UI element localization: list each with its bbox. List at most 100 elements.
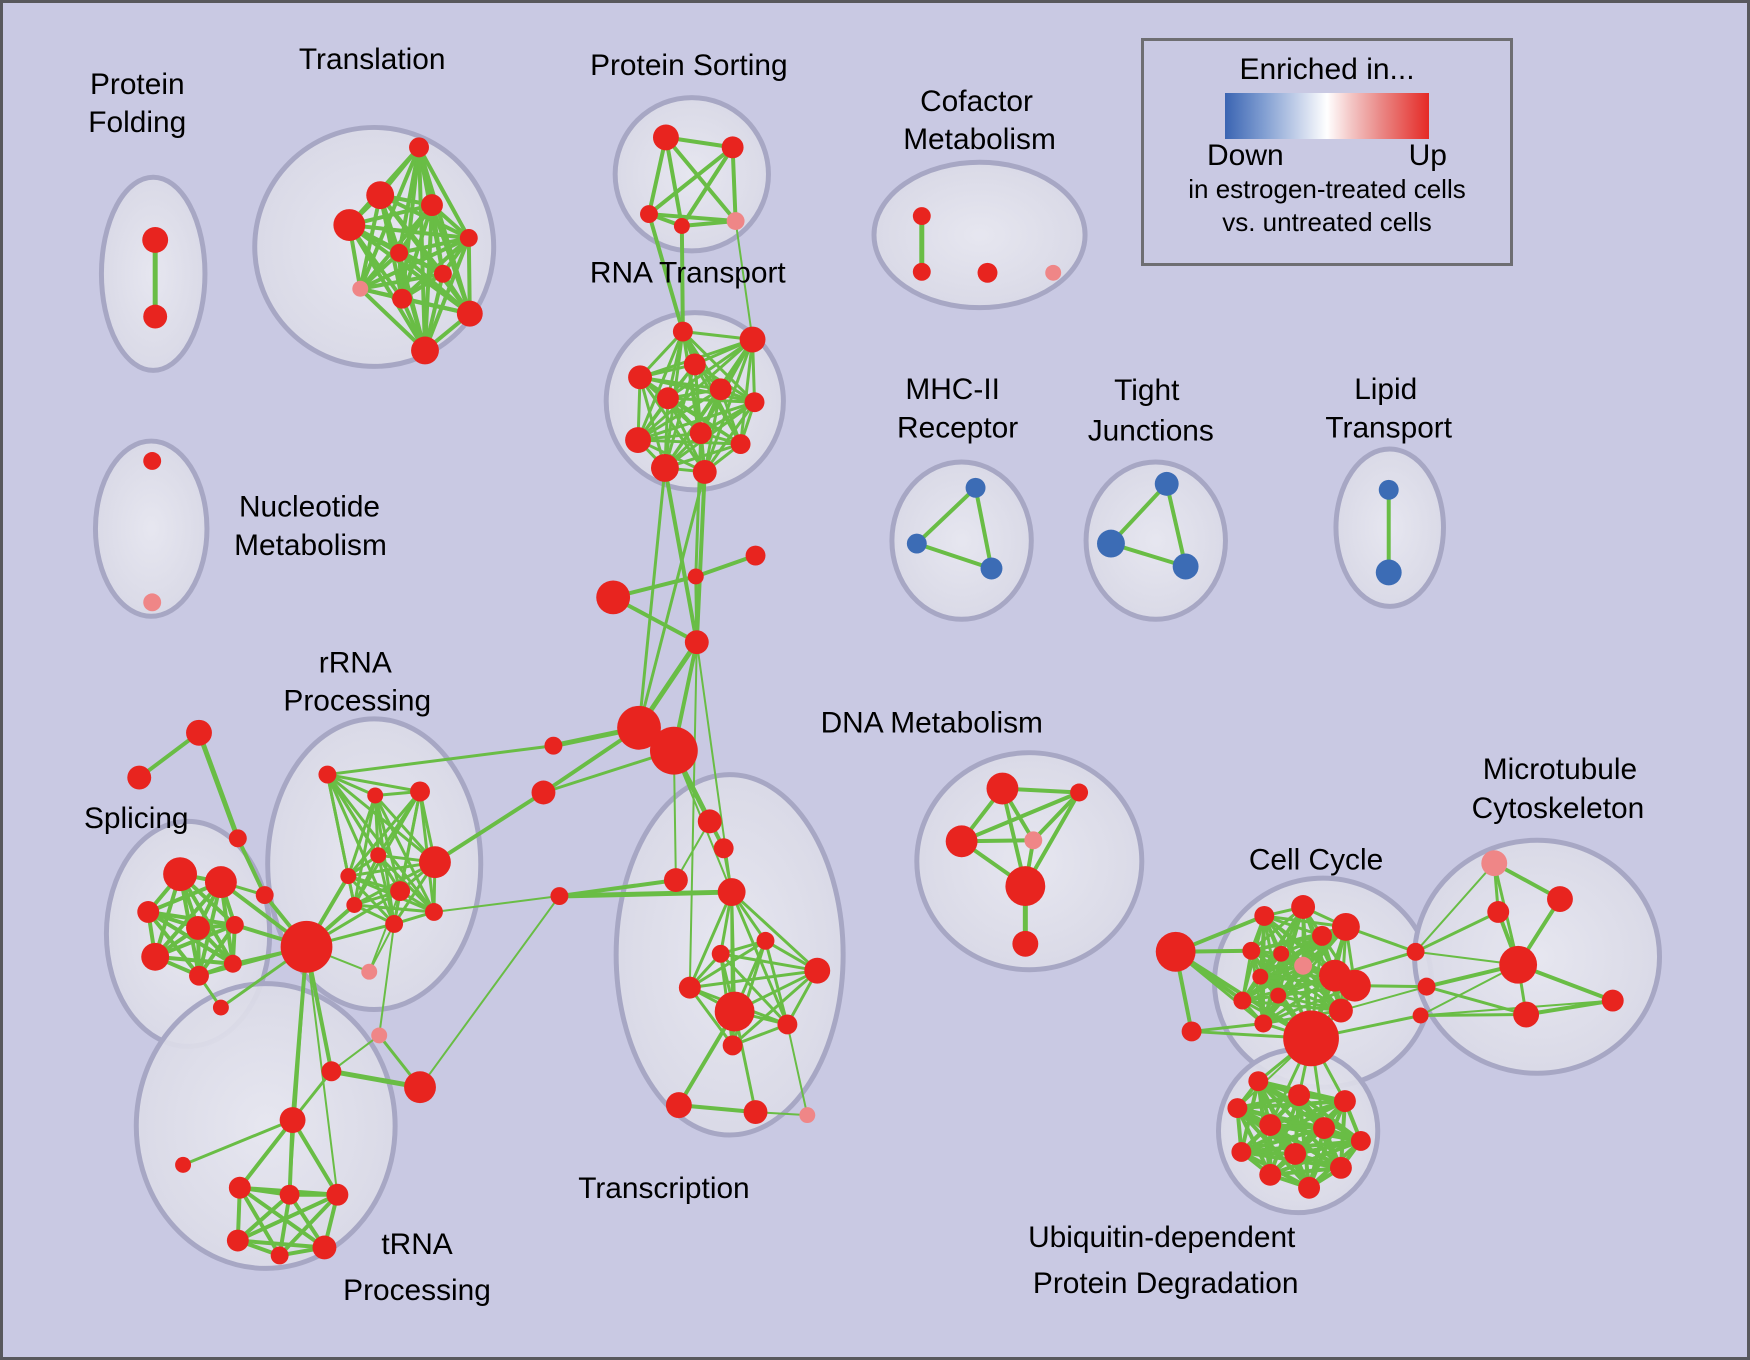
node-tt7 [804, 957, 831, 984]
edge-p1-rr9 [368, 922, 396, 973]
edge-p2-rr9 [378, 922, 396, 1037]
edge-rt9-rt10 [636, 438, 743, 446]
label-cofactor-metabolism-1: Cofactor [920, 85, 1033, 118]
label-trna-processing-2: Processing [343, 1274, 491, 1307]
node-tt12 [665, 1092, 692, 1119]
label-mhc-ii-receptor-1: MHC-II [905, 373, 1000, 406]
node-cm3 [977, 262, 998, 283]
node-cc9 [1294, 956, 1313, 975]
node-ub4 [1227, 1098, 1248, 1119]
node-rr7 [419, 846, 451, 879]
edge-cn1-mt3 [1414, 910, 1500, 954]
node-cc7 [1242, 941, 1261, 960]
node-pf2 [143, 304, 168, 329]
node-tn3 [228, 1176, 251, 1199]
node-m1 [687, 568, 704, 585]
node-rr3 [410, 781, 430, 802]
edge-s3-tt4 [556, 889, 735, 899]
edge-tt7-tt8 [688, 969, 819, 990]
label-nucleotide-metabolism-2: Metabolism [234, 529, 387, 562]
node-t11 [411, 336, 439, 365]
node-ub8 [1231, 1141, 1252, 1162]
edge-tn3-tn7 [237, 1185, 327, 1250]
node-ub10 [1329, 1156, 1352, 1179]
node-t10 [456, 300, 483, 327]
edge-rt8-m1 [694, 431, 703, 578]
node-ub12 [1298, 1176, 1321, 1199]
edge-ps1-ps5 [663, 135, 738, 224]
legend-down-label: Down [1207, 139, 1284, 172]
label-nucleotide-metabolism-1: Nucleotide [239, 490, 380, 523]
label-microtubule-2: Cytoskeleton [1472, 792, 1645, 825]
node-t2 [366, 181, 395, 210]
node-cc11 [1233, 991, 1252, 1010]
cluster-mhc-ii-receptor [889, 459, 1034, 622]
node-dm6 [1012, 930, 1039, 957]
edge-t3-t11 [347, 223, 427, 353]
node-dm2 [1070, 783, 1089, 802]
node-rt3 [683, 353, 706, 376]
edge-tn6-tn7 [235, 1238, 327, 1250]
node-rr9 [385, 914, 404, 933]
edge-ps3-rt1 [647, 212, 685, 334]
node-mh2 [906, 533, 927, 554]
node-cm2 [912, 262, 931, 281]
node-m3 [596, 580, 631, 615]
edge-tn4-tn6 [235, 1192, 292, 1243]
edge-rt7-rt12 [703, 400, 757, 474]
label-dna-metabolism: DNA Metabolism [821, 706, 1043, 739]
edge-ub3-ub4 [1235, 1099, 1347, 1111]
node-dm3 [945, 825, 978, 858]
node-t3 [333, 209, 366, 241]
edge-tj1-tj3 [1164, 481, 1188, 569]
node-rt6 [656, 387, 679, 410]
legend-gradient-bar [1225, 93, 1429, 139]
edge-tt5-tt8 [688, 939, 767, 990]
node-w1 [255, 886, 274, 905]
edge-rt12-h1 [637, 470, 707, 730]
node-ub1 [1248, 1071, 1269, 1092]
label-microtubule-1: Microtubule [1483, 753, 1637, 786]
node-rt12 [692, 459, 717, 484]
edge-t7-t8 [358, 271, 445, 291]
node-rt4 [628, 365, 652, 390]
edge-rt4-rt12 [638, 375, 707, 474]
node-cn3 [1412, 1007, 1429, 1024]
cluster-tight-junctions [1083, 459, 1228, 622]
node-cc4 [1291, 895, 1316, 919]
node-rr8 [346, 897, 363, 913]
node-cc17 [1283, 1010, 1339, 1067]
edge-rt7-rt9 [636, 400, 757, 442]
edge-s3-rr10 [432, 895, 561, 913]
node-nm2 [143, 593, 162, 612]
edge-mh1-mh2 [914, 485, 978, 546]
node-rr6 [390, 881, 411, 902]
node-cc5 [1331, 912, 1360, 941]
label-cell-cycle: Cell Cycle [1249, 844, 1383, 877]
node-ps4 [673, 218, 690, 234]
cluster-cofactor-metabolism [871, 159, 1088, 311]
node-tn4 [279, 1184, 300, 1205]
edge-tt6-tt10 [719, 952, 789, 1026]
node-sp9 [212, 999, 229, 1016]
node-tt11 [722, 1035, 743, 1056]
node-rt1 [672, 321, 693, 342]
node-rr1 [318, 765, 337, 784]
node-sp8 [223, 954, 242, 973]
edge-rt1-rt7 [681, 330, 757, 404]
edge-tt6-tt7 [719, 952, 819, 973]
node-t8 [352, 280, 369, 297]
node-rr5 [340, 868, 357, 885]
edge-mt5-mt6 [1524, 998, 1615, 1017]
node-tn8 [270, 1246, 289, 1265]
node-ps3 [640, 205, 658, 224]
node-ub11 [1259, 1163, 1282, 1186]
node-cm4 [1045, 264, 1062, 281]
node-sp3 [137, 901, 160, 923]
node-h1 [617, 705, 661, 750]
node-cc16 [1254, 1014, 1273, 1033]
edge-m4-tt8 [688, 641, 698, 989]
node-sp1 [163, 857, 198, 892]
node-tt1 [697, 809, 722, 834]
node-ub7 [1350, 1131, 1371, 1151]
